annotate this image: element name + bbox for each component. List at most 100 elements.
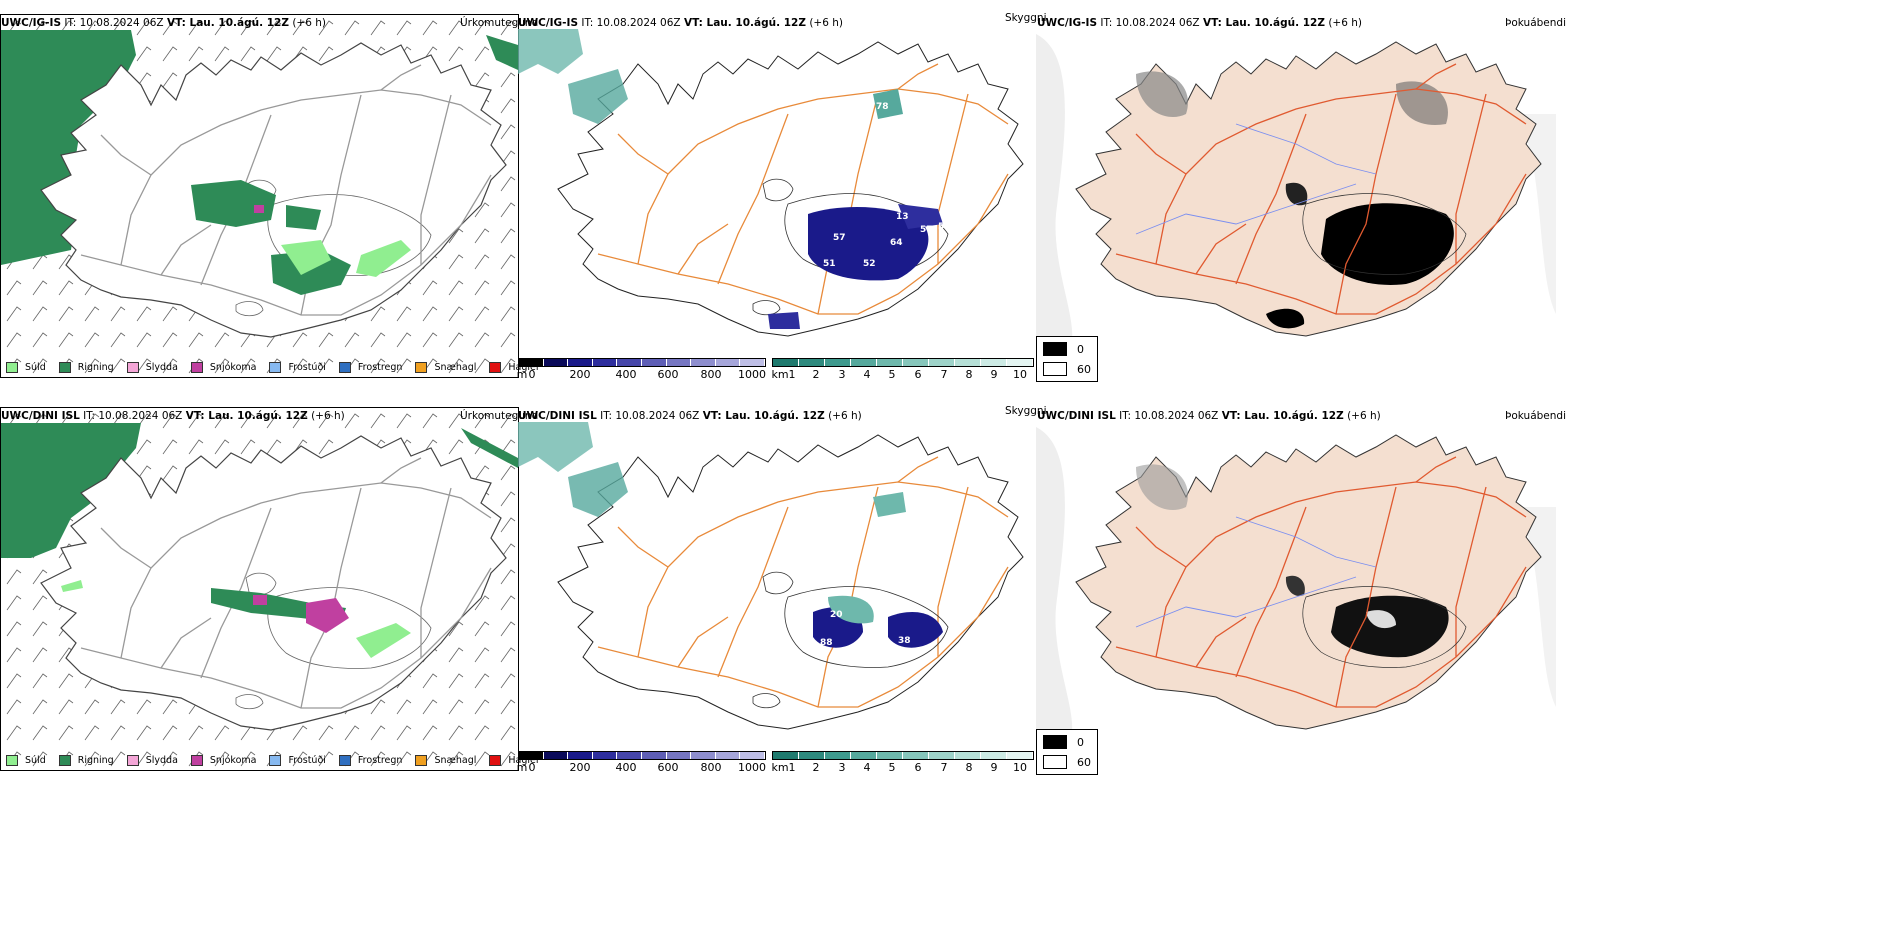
legend-label: Súld [25, 362, 46, 373]
fog-map [1036, 427, 1556, 747]
fog-swatch [1043, 362, 1067, 376]
init-time: IT: 10.08.2024 06Z [64, 17, 164, 29]
init-time: IT: 10.08.2024 06Z [1100, 17, 1200, 29]
cloud-base-colorbar: m 0 200 400 600 800 1000 [516, 751, 766, 774]
legend-item: Frostregn [338, 362, 402, 373]
cloud-visibility-map: 88 20 38 [518, 422, 1024, 730]
panel-title: UWC/IG-IS IT: 10.08.2024 06Z VT: Lau. 10… [1, 17, 326, 29]
legend-swatch [190, 755, 203, 766]
legend-item: Rigning [58, 362, 114, 373]
model-name: UWC/IG-IS [1037, 17, 1098, 29]
tick-label: 600 [657, 368, 679, 381]
tick-label: 1 [788, 761, 796, 774]
tick-label: 0 [528, 368, 536, 381]
legend-item: Frostregn [338, 755, 403, 766]
forecast-step: (+6 h) [1347, 410, 1381, 422]
fog-legend-label: 0 [1077, 735, 1084, 749]
fog-legend-item: 60 [1043, 359, 1091, 379]
legend-swatch [190, 362, 203, 373]
legend-item: Slydda [126, 362, 178, 373]
precip-type-label: Úrkomutegund [460, 17, 539, 29]
visibility-colorbar: km 1 2 3 4 5 6 7 8 9 10 [771, 751, 1034, 774]
tick-label: 1 [788, 368, 796, 381]
cloud-visibility-panel: 57 51 52 64 57 78 13 58 m 0 200 400 600 … [517, 14, 1034, 381]
legend-swatch [415, 362, 428, 373]
tick-label: 9 [990, 761, 998, 774]
legend-item: Haglél [489, 755, 539, 766]
init-time: IT: 10.08.2024 06Z [83, 410, 183, 422]
precip-value-label: 52 [863, 259, 876, 269]
tick-label: 1000 [738, 761, 766, 774]
cloud-base-colorbar: m 0 200 400 600 800 1000 [517, 358, 766, 381]
legend-item: Súld [6, 362, 46, 373]
panel-title: UWC/DINI ISL IT: 10.08.2024 06Z VT: Lau.… [518, 410, 862, 422]
legend-swatch [269, 755, 282, 766]
tick-label: 200 [569, 761, 591, 774]
tick-label: 10 [1013, 761, 1027, 774]
fog-panel: 0 60 [1036, 407, 1556, 775]
visibility-ticks: km 1 2 3 4 5 6 7 8 9 10 [771, 760, 1034, 774]
tick-label: 5 [888, 368, 896, 381]
legend-swatch [415, 755, 428, 766]
precip-legend: Súld Rigning Slydda Snjókoma Frostúði Fr… [6, 755, 552, 766]
unit-label: km [771, 761, 789, 774]
unit-label: km [771, 368, 789, 381]
legend-swatch [126, 362, 139, 373]
legend-swatch [269, 362, 282, 373]
legend-label: Snæhagl [434, 362, 477, 373]
clouds-label: Skyggni [1005, 12, 1047, 24]
valid-time: VT: Lau. 10.ágú. 12Z [702, 410, 825, 422]
forecast-step: (+6 h) [292, 17, 326, 29]
cloud-base-ticks: m 0 200 400 600 800 1000 [517, 367, 766, 381]
fog-legend-item: 60 [1043, 752, 1091, 772]
legend-swatch [489, 755, 502, 766]
precip-value-label: 88 [820, 638, 833, 648]
visibility-ticks: km 1 2 3 4 5 6 7 8 9 10 [771, 367, 1034, 381]
legend-swatch [126, 755, 139, 766]
row-1: Súld Rigning Slydda Snjókoma Frostúði Fr… [0, 0, 1900, 470]
tick-label: 800 [700, 761, 722, 774]
precip-type-panel: Súld Rigning Slydda Snjókoma Frostúði Fr… [0, 407, 539, 771]
fog-legend-label: 0 [1077, 342, 1084, 356]
fog-legend: 0 60 [1036, 729, 1098, 775]
legend-label: Súld [25, 755, 46, 766]
cloud-visibility-panel: 88 20 38 m 0 200 400 600 800 1000 km [517, 407, 1034, 774]
forecast-step: (+6 h) [1328, 17, 1362, 29]
tick-label: 4 [863, 368, 871, 381]
legend-item: Rigning [58, 755, 114, 766]
forecast-step: (+6 h) [828, 410, 862, 422]
model-name: UWC/IG-IS [518, 17, 579, 29]
legend-label: Frostregn [357, 755, 403, 766]
init-time: IT: 10.08.2024 06Z [600, 410, 700, 422]
fog-panel: 0 60 [1036, 14, 1556, 382]
precip-value-label: 58 [938, 222, 951, 232]
legend-label: Slydda [145, 362, 178, 373]
clouds-label: Skyggni [1005, 405, 1047, 417]
unit-label: m [516, 761, 528, 774]
legend-label: Haglél [508, 362, 539, 373]
cloud-visibility-map: 57 51 52 64 57 78 13 58 [518, 29, 1024, 337]
valid-time: VT: Lau. 10.ágú. 12Z [1202, 17, 1325, 29]
visibility-boxes [772, 751, 1034, 760]
tick-label: 2 [812, 368, 820, 381]
legend-label: Snjókoma [209, 755, 257, 766]
tick-label: 7 [940, 761, 948, 774]
valid-time: VT: Lau. 10.ágú. 12Z [185, 410, 308, 422]
legend-item: Slydda [126, 755, 178, 766]
tick-label: 400 [615, 761, 637, 774]
precip-type-map [1, 408, 518, 770]
tick-label: 3 [838, 368, 846, 381]
forecast-step: (+6 h) [809, 17, 843, 29]
tick-label: 400 [615, 368, 637, 381]
tick-label: 6 [914, 761, 922, 774]
legend-swatch [6, 755, 18, 766]
legend-label: Snæhagl [434, 755, 477, 766]
legend-swatch [58, 362, 71, 373]
fog-label: Þokuábendi [1505, 410, 1566, 422]
visibility-boxes [772, 358, 1034, 367]
legend-item: Snæhagl [415, 755, 476, 766]
tick-label: 6 [914, 368, 922, 381]
model-name: UWC/DINI ISL [1, 410, 80, 422]
legend-item: Frostúði [269, 362, 326, 373]
tick-label: 200 [569, 368, 591, 381]
